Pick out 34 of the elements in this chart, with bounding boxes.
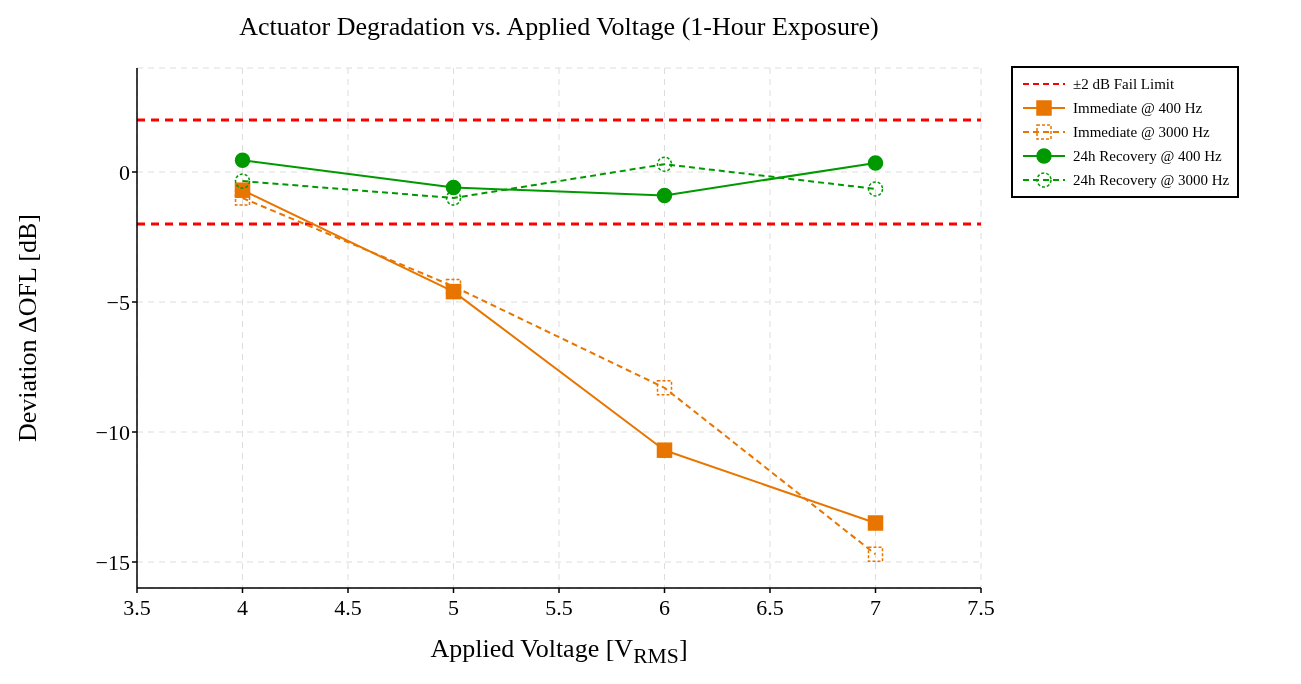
point: [867, 155, 884, 171]
legend-label: 24h Recovery @ 400 Hz: [1073, 147, 1222, 165]
x-tick-label: 7.5: [967, 594, 995, 620]
legend-label: ±2 dB Fail Limit: [1073, 75, 1175, 93]
point: [234, 152, 251, 169]
point: [234, 173, 251, 189]
legend-label: Immediate @ 400 Hz: [1073, 99, 1203, 117]
x-tick-label: 6.5: [756, 594, 784, 620]
chart-title: Actuator Degradation vs. Applied Voltage (1-Hour Exposure): [238, 12, 880, 42]
point: [656, 442, 673, 458]
y-tick-label: −5: [106, 289, 130, 315]
point: [867, 515, 884, 531]
point: [445, 179, 462, 196]
x-tick-label: 4: [237, 594, 248, 620]
point: [656, 156, 673, 172]
x-tick-label: 6: [659, 594, 670, 620]
x-tick-label: 5.5: [545, 594, 573, 620]
legend-label: Immediate @ 3000 Hz: [1073, 123, 1210, 141]
point: [656, 380, 673, 396]
point: [867, 181, 884, 197]
point: [445, 190, 462, 206]
y-axis-title: Deviation ΔOFL [dB]: [13, 213, 43, 443]
y-tick-label: −10: [95, 419, 130, 445]
point: [656, 187, 673, 204]
x-tick-label: 5: [448, 594, 459, 620]
y-tick-label: −15: [95, 549, 130, 575]
point: [867, 546, 884, 562]
legend-label: 24h Recovery @ 3000 Hz: [1073, 171, 1230, 189]
y-tick-label: 0: [119, 159, 130, 185]
x-tick-label: 7: [870, 594, 881, 620]
point: [445, 278, 462, 295]
x-tick-label: 3.5: [123, 594, 151, 620]
x-tick-label: 4.5: [334, 594, 362, 620]
x-axis-title: Applied Voltage [V$_{RMS}$]: [429, 634, 689, 670]
